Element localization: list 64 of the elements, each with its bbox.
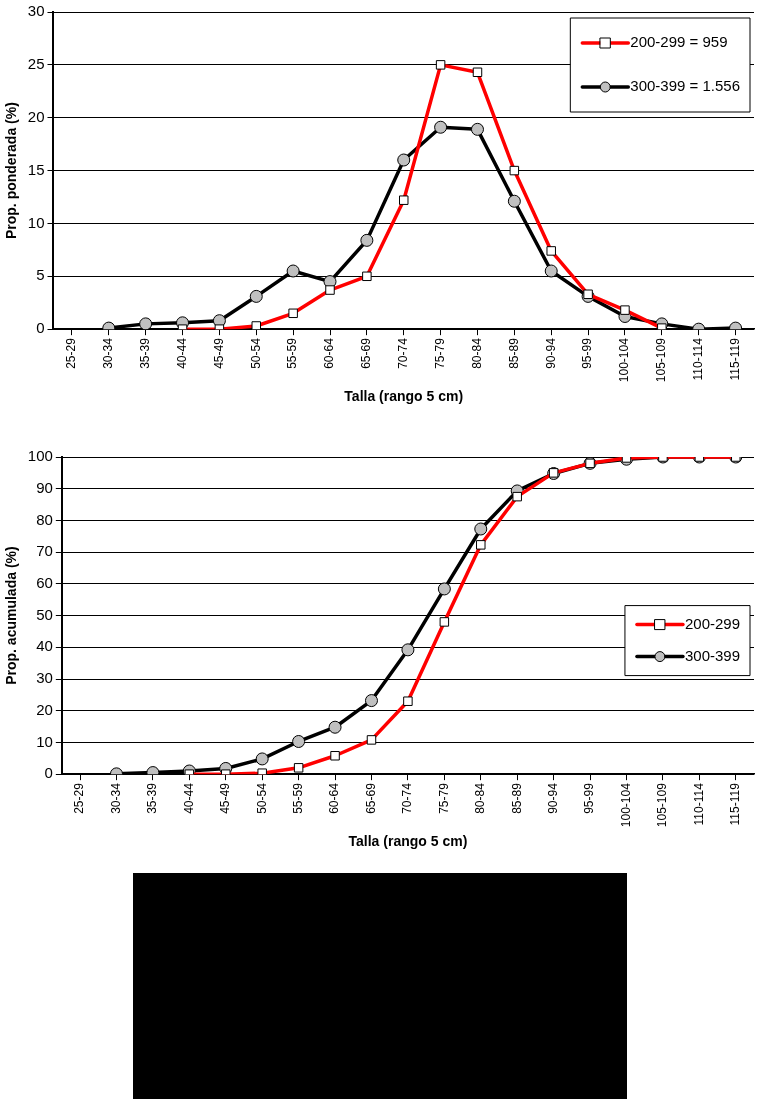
- x-tick-label: 110-114: [691, 337, 706, 381]
- x-tick-label: 25-29: [72, 782, 87, 814]
- legend-label: 200-299 = 959: [630, 33, 728, 51]
- x-tick-label: 115-119: [727, 337, 742, 381]
- x-tick-label: 95-99: [582, 782, 597, 814]
- x-axis-title: Talla (rango 5 cm): [344, 388, 464, 405]
- x-tick-label: 75-79: [432, 337, 447, 369]
- y-tick-label: 0: [36, 319, 45, 337]
- y-tick-label: 25: [27, 55, 45, 72]
- y-tick-label: 40: [36, 637, 53, 655]
- y-axis-title: Prop. ponderada (%): [3, 102, 20, 240]
- y-tick-label: 30: [36, 669, 53, 687]
- x-tick-label: 85-89: [509, 782, 524, 814]
- x-tick-label: 90-94: [543, 337, 558, 369]
- x-tick-label: 100-104: [617, 337, 632, 383]
- y-tick-label: 80: [36, 510, 53, 528]
- y-tick-label: 15: [27, 160, 45, 178]
- x-tick-label: 65-69: [363, 782, 378, 814]
- x-tick-label: 70-74: [400, 782, 415, 814]
- x-tick-label: 80-84: [469, 337, 484, 369]
- x-tick-label: 60-64: [322, 337, 337, 369]
- x-tick-label: 85-89: [506, 337, 521, 369]
- x-tick-label: 115-119: [728, 782, 743, 826]
- x-tick-label: 95-99: [580, 337, 595, 369]
- y-axis-title: Prop. acumulada (%): [3, 546, 20, 685]
- y-tick-label: 70: [36, 542, 53, 560]
- x-tick-label: 90-94: [545, 782, 560, 814]
- x-tick-label: 75-79: [436, 782, 451, 814]
- x-tick-label: 45-49: [211, 337, 226, 369]
- x-tick-label: 65-69: [359, 337, 374, 369]
- x-tick-label: 110-114: [691, 782, 706, 826]
- y-tick-label: 30: [27, 2, 45, 20]
- x-tick-label: 55-59: [285, 337, 300, 369]
- x-tick-label: 35-39: [137, 337, 152, 369]
- x-tick-label: 105-109: [655, 782, 670, 828]
- x-tick-label: 50-54: [248, 337, 263, 369]
- x-tick-label: 30-34: [101, 337, 116, 369]
- x-tick-label: 105-109: [654, 337, 669, 383]
- x-tick-label: 70-74: [396, 337, 411, 369]
- x-tick-label: 100-104: [618, 782, 633, 828]
- y-tick-label: 90: [36, 478, 53, 496]
- x-tick-label: 45-49: [218, 782, 233, 814]
- x-tick-label: 60-64: [327, 782, 342, 814]
- legend-label: 200-299: [684, 614, 741, 632]
- x-tick-label: 55-59: [290, 782, 305, 814]
- x-tick-label: 35-39: [145, 782, 160, 814]
- legend-label: 300-399 = 1.556: [630, 77, 741, 95]
- y-tick-label: 0: [44, 764, 53, 782]
- y-tick-label: 60: [36, 574, 53, 592]
- legend-label: 300-399: [684, 646, 741, 664]
- y-tick-label: 20: [36, 700, 53, 718]
- y-tick-label: 20: [27, 107, 45, 125]
- x-tick-label: 30-34: [108, 782, 123, 814]
- x-tick-label: 80-84: [473, 782, 488, 814]
- y-tick-label: 50: [36, 605, 53, 623]
- x-tick-label: 25-29: [64, 337, 79, 369]
- x-tick-label: 40-44: [181, 782, 196, 814]
- y-tick-label: 5: [36, 266, 45, 284]
- x-tick-label: 50-54: [254, 782, 269, 814]
- x-axis-title: Talla (rango 5 cm): [348, 833, 468, 850]
- y-tick-label: 10: [27, 213, 45, 231]
- x-tick-label: 40-44: [174, 337, 189, 369]
- y-tick-label: 100: [27, 447, 53, 465]
- y-tick-label: 10: [36, 732, 53, 750]
